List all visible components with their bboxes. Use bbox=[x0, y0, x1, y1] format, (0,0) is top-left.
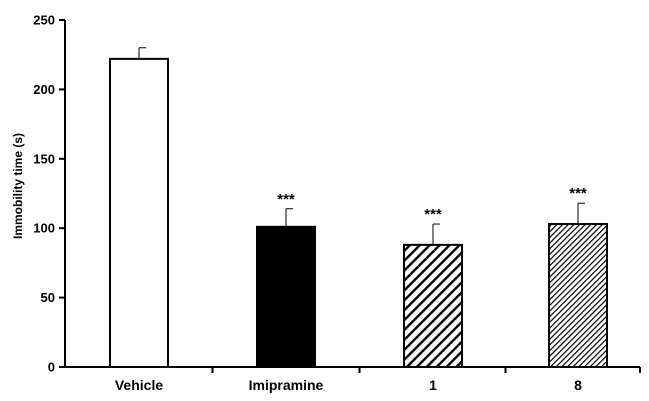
x-category-label: 1 bbox=[429, 377, 437, 393]
y-tick-label: 250 bbox=[33, 13, 55, 28]
y-tick-label: 0 bbox=[48, 360, 55, 375]
significance-marker: *** bbox=[424, 206, 442, 223]
y-axis-label: Immobility time (s) bbox=[11, 133, 25, 239]
significance-marker: *** bbox=[569, 185, 587, 202]
y-tick-label: 50 bbox=[41, 290, 55, 305]
labels-group: 0 50 100 150 200 250 Vehicle *** Imipramine *** 1 *… bbox=[33, 13, 587, 394]
bar-8 bbox=[548, 223, 608, 368]
bars-group bbox=[109, 47, 608, 368]
y-tick-label: 200 bbox=[33, 82, 55, 97]
bar-imipramine bbox=[256, 225, 316, 368]
significance-marker: *** bbox=[277, 191, 295, 208]
x-category-label: Imipramine bbox=[249, 377, 324, 393]
bar-vehicle bbox=[109, 57, 169, 368]
x-category-label: Vehicle bbox=[115, 377, 163, 393]
y-tick-label: 150 bbox=[33, 151, 55, 166]
bar-1 bbox=[403, 243, 463, 368]
x-category-label: 8 bbox=[574, 377, 582, 393]
y-tick-label: 100 bbox=[33, 221, 55, 236]
